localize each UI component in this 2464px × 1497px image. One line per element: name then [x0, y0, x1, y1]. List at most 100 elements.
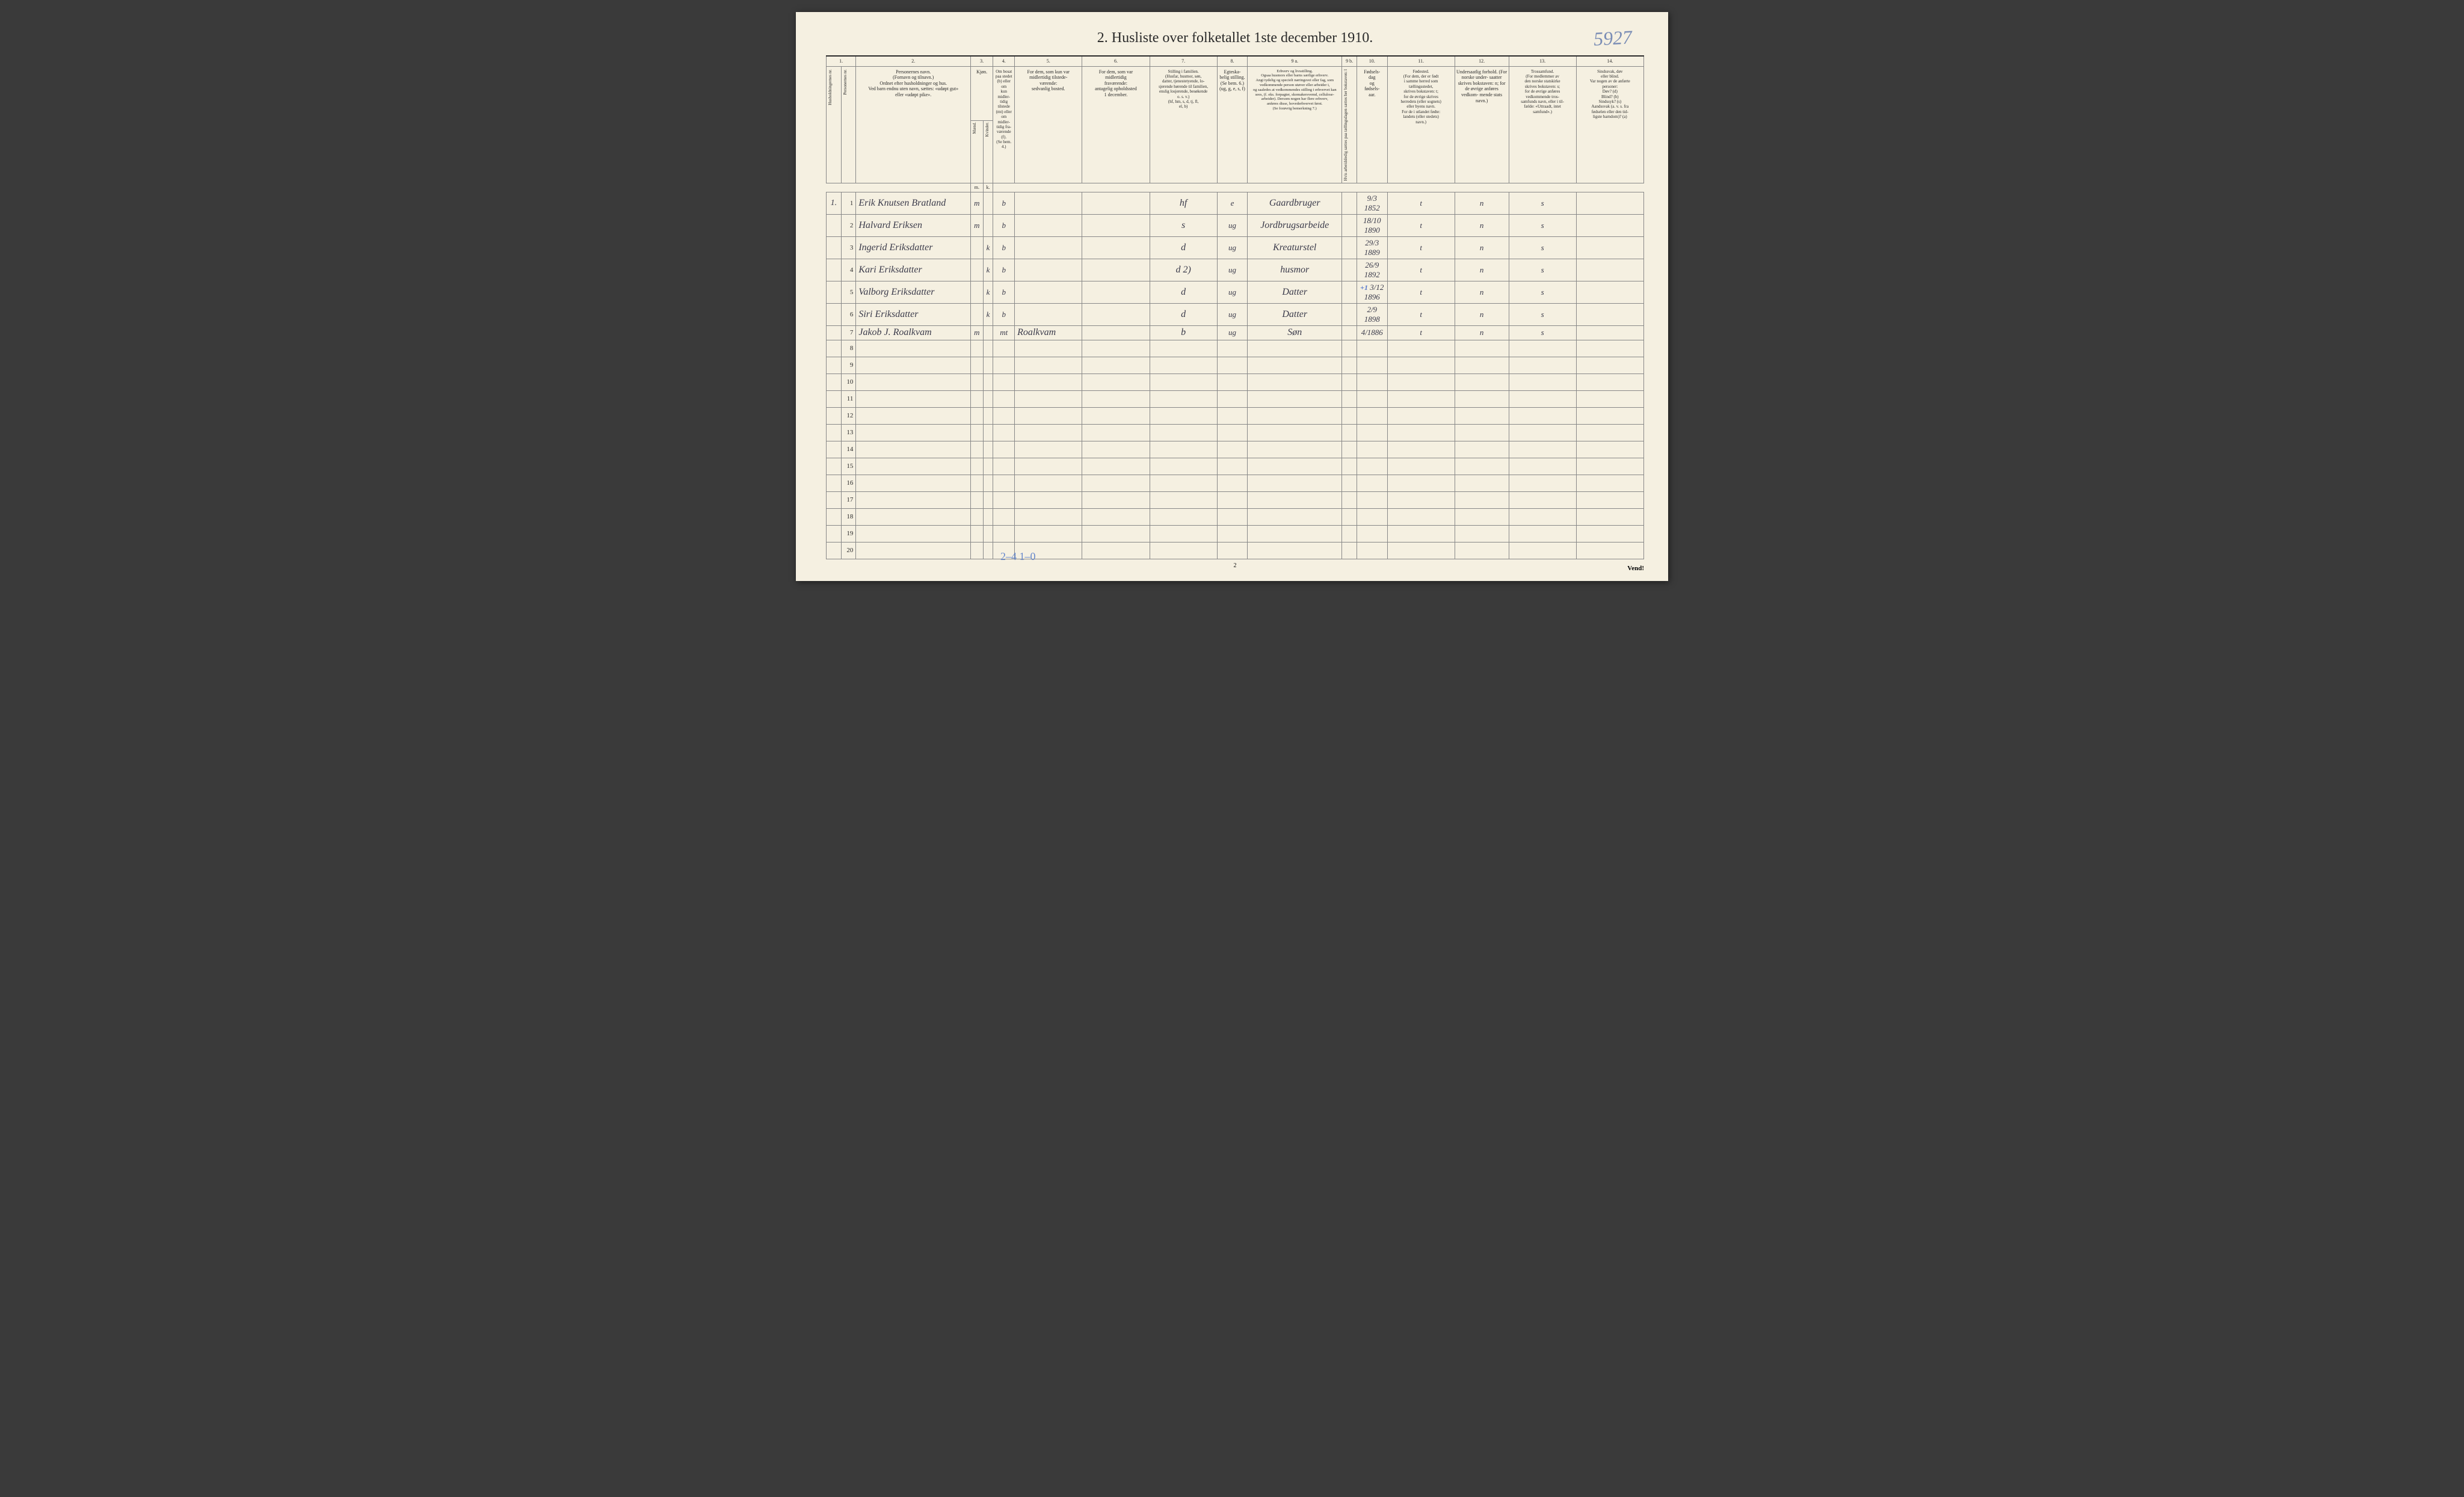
- cell-name: [856, 475, 971, 491]
- col-num-1: 1.: [827, 56, 856, 66]
- cell-under: n: [1455, 214, 1509, 236]
- table-row: 7 Jakob J. Roalkvam m mt Roalkvam b ug S…: [827, 325, 1644, 340]
- cell-k: [983, 525, 993, 542]
- header-maend: Mænd.: [971, 120, 984, 183]
- cell-ledig: [1342, 357, 1357, 373]
- cell-fravaer: [1082, 390, 1150, 407]
- cell-sedvanlig: [1015, 281, 1082, 303]
- cell-fdato: 9/3 1852: [1357, 192, 1387, 214]
- cell-fdato: 18/10 1890: [1357, 214, 1387, 236]
- footer-page-number: 2: [826, 562, 1644, 569]
- cell-sinds: [1576, 325, 1643, 340]
- cell-fsted: [1387, 542, 1455, 559]
- cell-tros: [1509, 508, 1576, 525]
- cell-under: [1455, 390, 1509, 407]
- cell-erhverv: Datter: [1248, 303, 1342, 325]
- cell-under: n: [1455, 303, 1509, 325]
- cell-tros: s: [1509, 192, 1576, 214]
- cell-name: [856, 491, 971, 508]
- table-row: 2 Halvard Eriksen m b s ug Jordbrugsarbe…: [827, 214, 1644, 236]
- cell-tros: [1509, 373, 1576, 390]
- cell-k: [983, 325, 993, 340]
- cell-ledig: [1342, 281, 1357, 303]
- cell-m: [971, 303, 984, 325]
- cell-ledig: [1342, 325, 1357, 340]
- cell-bosat: [993, 441, 1015, 458]
- table-row: 3 Ingerid Eriksdatter k b d ug Kreaturst…: [827, 236, 1644, 259]
- header-person-nr: Personernes nr.: [841, 66, 856, 183]
- cell-name: [856, 525, 971, 542]
- cell-fdato: [1357, 508, 1387, 525]
- cell-k: [983, 542, 993, 559]
- cell-name: [856, 424, 971, 441]
- cell-egte: [1217, 542, 1247, 559]
- cell-name: Siri Eriksdatter: [856, 303, 971, 325]
- cell-person-nr: 12: [841, 407, 856, 424]
- cell-ledig: [1342, 373, 1357, 390]
- cell-m: [971, 491, 984, 508]
- col-num-4: 4.: [993, 56, 1015, 66]
- cell-household: 1.: [827, 192, 842, 214]
- cell-fravaer: [1082, 542, 1150, 559]
- cell-tros: [1509, 357, 1576, 373]
- cell-erhverv: [1248, 340, 1342, 357]
- col-num-5: 5.: [1015, 56, 1082, 66]
- cell-k: [983, 214, 993, 236]
- cell-fravaer: [1082, 491, 1150, 508]
- cell-household: [827, 281, 842, 303]
- cell-fdato: [1357, 475, 1387, 491]
- cell-fravaer: [1082, 357, 1150, 373]
- cell-sinds: [1576, 525, 1643, 542]
- cell-fdato: [1357, 373, 1387, 390]
- cell-fsted: t: [1387, 303, 1455, 325]
- cell-erhverv: [1248, 542, 1342, 559]
- cell-tros: [1509, 475, 1576, 491]
- cell-egte: [1217, 373, 1247, 390]
- cell-fsted: t: [1387, 281, 1455, 303]
- cell-k: [983, 475, 993, 491]
- cell-stilling: s: [1150, 214, 1217, 236]
- cell-stilling: d 2): [1150, 259, 1217, 281]
- cell-k: [983, 390, 993, 407]
- cell-ledig: [1342, 491, 1357, 508]
- cell-household: [827, 236, 842, 259]
- cell-fsted: t: [1387, 236, 1455, 259]
- cell-fsted: [1387, 491, 1455, 508]
- cell-name: [856, 542, 971, 559]
- cell-ledig: [1342, 424, 1357, 441]
- cell-sedvanlig: [1015, 340, 1082, 357]
- cell-under: [1455, 424, 1509, 441]
- cell-bosat: [993, 424, 1015, 441]
- cell-person-nr: 1: [841, 192, 856, 214]
- table-row: 14: [827, 441, 1644, 458]
- cell-sinds: [1576, 236, 1643, 259]
- cell-sinds: [1576, 303, 1643, 325]
- cell-fsted: [1387, 357, 1455, 373]
- cell-erhverv: [1248, 441, 1342, 458]
- cell-fdato: [1357, 424, 1387, 441]
- cell-fravaer: [1082, 325, 1150, 340]
- label-k: k.: [983, 183, 993, 192]
- col-num-13: 13.: [1509, 56, 1576, 66]
- cell-sinds: [1576, 542, 1643, 559]
- cell-bosat: [993, 373, 1015, 390]
- cell-tros: [1509, 458, 1576, 475]
- cell-stilling: [1150, 441, 1217, 458]
- cell-fsted: [1387, 508, 1455, 525]
- cell-person-nr: 15: [841, 458, 856, 475]
- cell-stilling: hf: [1150, 192, 1217, 214]
- cell-stilling: [1150, 407, 1217, 424]
- cell-m: [971, 525, 984, 542]
- cell-tros: [1509, 441, 1576, 458]
- census-page: 5927 2. Husliste over folketallet 1ste d…: [796, 12, 1668, 581]
- cell-household: [827, 340, 842, 357]
- cell-erhverv: [1248, 407, 1342, 424]
- cell-stilling: d: [1150, 236, 1217, 259]
- cell-fsted: [1387, 475, 1455, 491]
- cell-sinds: [1576, 214, 1643, 236]
- cell-m: m: [971, 192, 984, 214]
- header-household-nr: Husholdningernes nr.: [827, 66, 842, 183]
- table-row: 8: [827, 340, 1644, 357]
- cell-tros: [1509, 525, 1576, 542]
- cell-sinds: [1576, 390, 1643, 407]
